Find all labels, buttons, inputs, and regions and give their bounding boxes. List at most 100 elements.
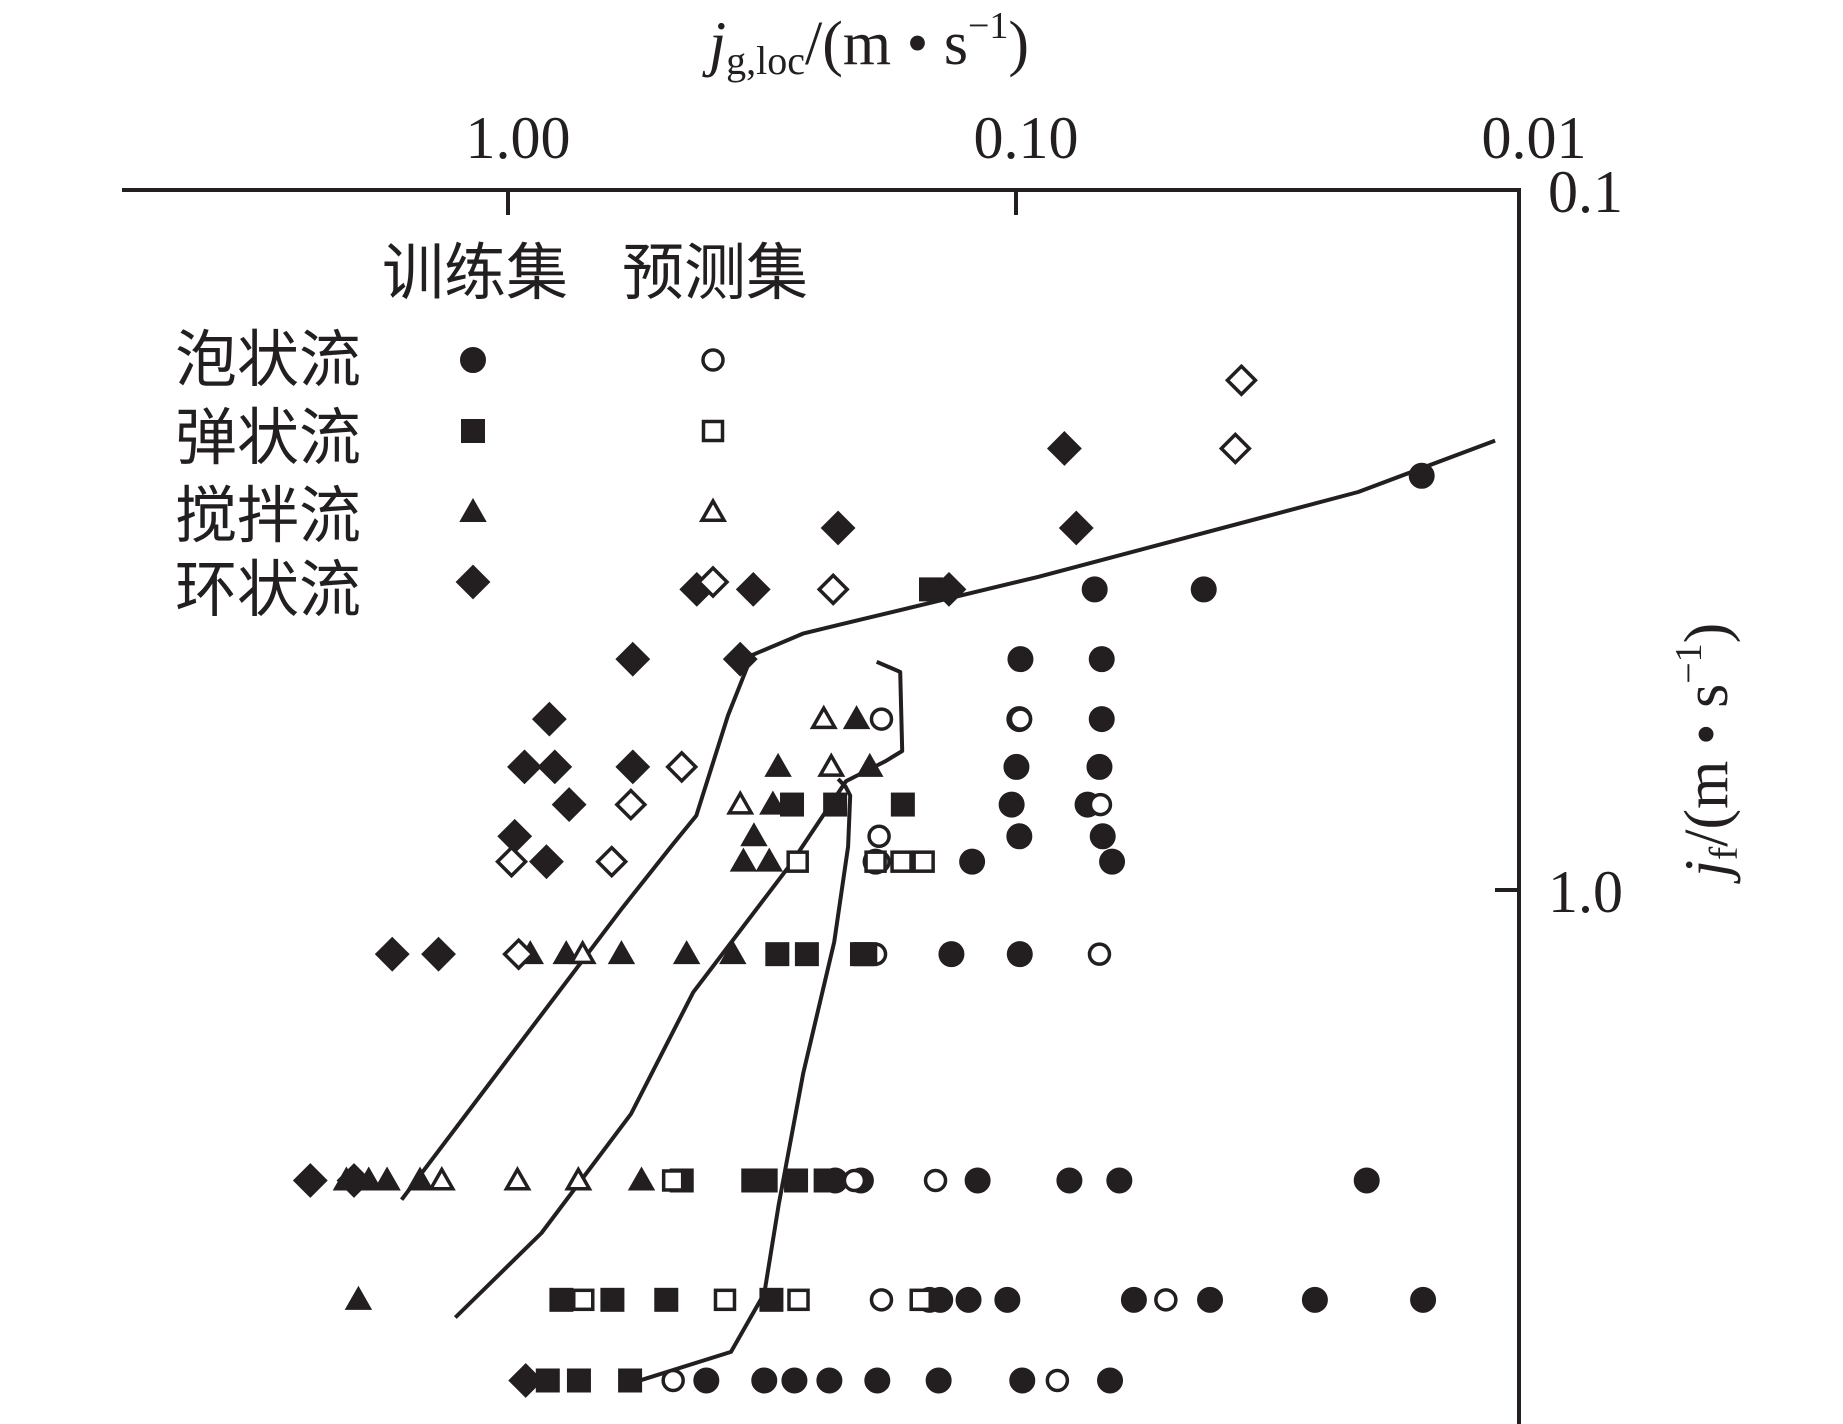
x-axis-title-close: ) xyxy=(1008,10,1029,78)
data-point-circle-open xyxy=(1008,707,1033,731)
x-axis-title-unit: /(m • s xyxy=(805,10,968,78)
x-axis-title-sup: −1 xyxy=(968,5,1008,47)
data-point-circle-filled xyxy=(1106,1167,1133,1194)
data-point-circle-filled xyxy=(959,848,986,875)
data-point-square-filled xyxy=(813,1168,838,1193)
legend-label-annular: 环状流 xyxy=(175,553,361,626)
data-point-square-filled xyxy=(600,1287,625,1312)
data-point-diamond-open xyxy=(816,572,850,606)
y-axis-title: jf/(m • s−1) xyxy=(1668,623,1746,885)
data-point-square-open xyxy=(909,1288,932,1312)
data-point-square-filled xyxy=(890,792,915,817)
data-point-square-open xyxy=(572,1288,595,1312)
data-point-triangle-filled xyxy=(344,1285,373,1310)
data-point-diamond-filled xyxy=(722,641,758,677)
data-point-diamond-open xyxy=(1224,363,1258,397)
data-point-triangle-open xyxy=(427,1165,456,1191)
data-point-circle-filled xyxy=(998,791,1025,818)
boundary-line-3 xyxy=(627,777,853,1387)
legend-label-slug: 弹状流 xyxy=(175,401,361,474)
boundary-lines xyxy=(400,438,1496,1387)
y-axis-title-var: j xyxy=(1673,860,1741,884)
data-point-square-filled xyxy=(780,792,805,817)
data-point-circle-filled xyxy=(781,1367,808,1394)
data-point-triangle-open xyxy=(503,1165,532,1191)
data-point-diamond-filled xyxy=(374,936,410,972)
data-point-circle-filled xyxy=(1408,462,1435,489)
data-point-diamond-filled xyxy=(551,787,587,822)
data-point-circle-filled xyxy=(1410,1286,1437,1313)
series-5 xyxy=(427,704,846,1191)
data-point-triangle-filled xyxy=(607,940,636,965)
data-point-square-open xyxy=(661,1169,685,1192)
data-point-triangle-open xyxy=(809,704,838,730)
data-point-circle-filled xyxy=(938,941,965,968)
data-point-square-filled xyxy=(849,942,874,967)
data-point-circle-filled xyxy=(1353,1167,1380,1194)
x-tick-label: 1.00 xyxy=(466,105,571,171)
data-point-circle-filled xyxy=(1190,576,1217,603)
data-point-circle-open xyxy=(1045,1368,1070,1393)
data-point-triangle-filled xyxy=(856,752,884,777)
data-point-diamond-filled xyxy=(1046,431,1082,466)
data-point-diamond-open xyxy=(1218,431,1252,465)
data-point-square-open xyxy=(912,850,935,873)
data-point-triangle-filled xyxy=(764,752,792,777)
legend-marker-square-filled xyxy=(461,419,485,443)
x-tick-label: 0.10 xyxy=(974,105,1079,171)
data-point-circle-filled xyxy=(1301,1286,1328,1313)
data-point-diamond-filled xyxy=(615,641,651,677)
legend-marker-circle-filled xyxy=(460,347,486,373)
data-point-circle-filled xyxy=(1086,753,1113,780)
data-point-diamond-filled xyxy=(336,1163,372,1198)
data-point-diamond-open xyxy=(502,937,536,971)
data-point-diamond-filled xyxy=(507,749,542,785)
data-point-circle-open xyxy=(842,1168,867,1193)
data-point-triangle-filled xyxy=(842,705,871,730)
x-axis-title-sub: g,loc xyxy=(726,38,805,83)
data-point-circle-filled xyxy=(1081,576,1108,603)
data-point-triangle-filled xyxy=(627,1166,656,1191)
data-point-diamond-filled xyxy=(537,749,573,785)
data-point-circle-open xyxy=(1154,1288,1178,1312)
x-ticks: 1.00 0.10 0.01 xyxy=(466,105,1587,215)
data-point-circle-filled xyxy=(925,1367,952,1394)
data-point-square-filled xyxy=(566,1368,591,1393)
data-point-triangle-filled xyxy=(373,1166,401,1191)
data-point-square-filled xyxy=(618,1368,643,1393)
y-axis-title-unit: /(m • s xyxy=(1673,684,1741,847)
legend-label-bubbly: 泡状流 xyxy=(175,323,361,396)
data-point-diamond-filled xyxy=(529,844,564,880)
data-point-circle-open xyxy=(1087,942,1112,966)
data-point-circle-open xyxy=(1088,792,1113,817)
data-point-triangle-open xyxy=(817,752,846,777)
data-point-diamond-filled xyxy=(531,701,567,737)
data-point-square-filled xyxy=(741,1168,766,1193)
data-point-triangle-filled xyxy=(755,847,783,872)
data-point-diamond-open xyxy=(665,750,699,784)
data-point-diamond-filled xyxy=(421,936,456,972)
data-point-square-open xyxy=(713,1288,737,1312)
data-point-diamond-open xyxy=(495,845,529,879)
y-axis-title-group: jf/(m • s−1) xyxy=(1668,623,1746,885)
data-point-circle-filled xyxy=(1056,1167,1083,1194)
data-point-square-filled xyxy=(823,792,848,817)
data-point-circle-filled xyxy=(1089,823,1116,850)
data-point-circle-filled xyxy=(1003,753,1030,780)
legend: 训练集 预测集 泡状流 弹状流 搅拌流 环状流 xyxy=(175,236,808,626)
data-point-diamond-filled xyxy=(292,1163,328,1198)
data-point-square-filled xyxy=(794,942,819,967)
data-point-circle-filled xyxy=(955,1286,982,1313)
data-point-circle-filled xyxy=(1099,848,1126,875)
series-6 xyxy=(292,431,1094,1398)
data-point-diamond-open xyxy=(614,788,648,822)
data-point-square-open xyxy=(864,850,887,873)
data-point-triangle-filled xyxy=(729,847,758,872)
data-point-triangle-open xyxy=(568,939,597,965)
legend-marker-square-open xyxy=(701,419,725,443)
legend-marker-diamond-filled xyxy=(455,564,491,600)
boundary-line-1 xyxy=(400,438,1496,1201)
data-point-circle-filled xyxy=(1088,646,1115,673)
data-point-circle-open xyxy=(661,1368,685,1393)
x-tick-label: 0.01 xyxy=(1482,105,1587,171)
